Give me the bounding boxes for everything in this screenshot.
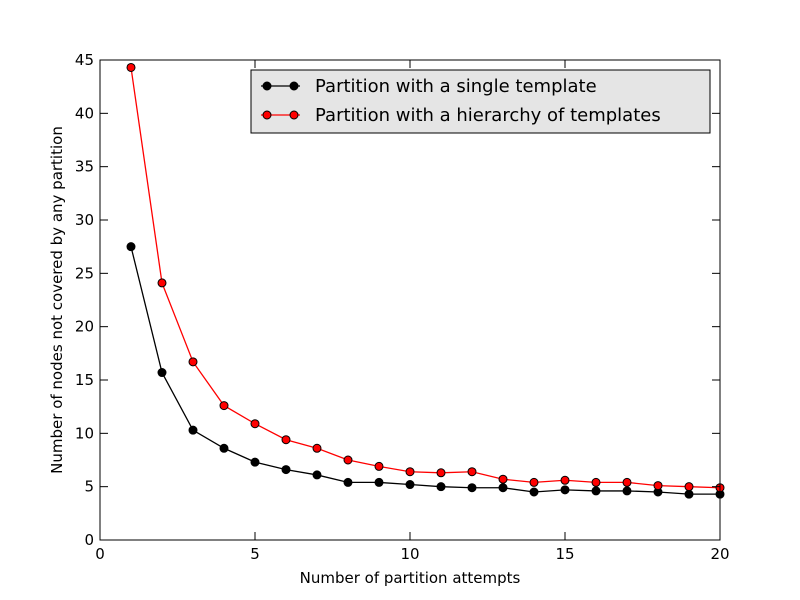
data-point bbox=[343, 455, 353, 465]
legend-label-1: Partition with a single template bbox=[315, 76, 597, 97]
y-tick-label: 15 bbox=[75, 371, 94, 389]
data-point bbox=[467, 483, 477, 493]
x-tick-label: 15 bbox=[555, 545, 574, 563]
y-tick-label: 30 bbox=[75, 211, 94, 229]
data-point bbox=[281, 435, 291, 445]
data-point bbox=[622, 477, 632, 487]
series-layer bbox=[130, 67, 720, 495]
data-point bbox=[436, 468, 446, 478]
legend-marker bbox=[262, 110, 272, 120]
data-point bbox=[126, 62, 136, 72]
x-tick-label: 20 bbox=[710, 545, 729, 563]
data-point bbox=[250, 457, 260, 467]
data-point bbox=[157, 368, 167, 378]
data-point bbox=[529, 487, 539, 497]
data-point bbox=[157, 278, 167, 288]
legend-marker bbox=[262, 81, 272, 91]
data-point bbox=[467, 467, 477, 477]
data-point bbox=[219, 443, 229, 453]
data-point bbox=[498, 483, 508, 493]
y-tick-label: 0 bbox=[84, 531, 94, 549]
data-point bbox=[498, 474, 508, 484]
data-point bbox=[436, 482, 446, 492]
data-point bbox=[529, 477, 539, 487]
data-point bbox=[281, 465, 291, 475]
data-point bbox=[684, 482, 694, 492]
y-tick-label: 35 bbox=[75, 158, 94, 176]
data-point bbox=[219, 401, 229, 411]
data-point bbox=[188, 357, 198, 367]
plot-area bbox=[100, 60, 720, 540]
x-tick-label: 5 bbox=[250, 545, 260, 563]
legend-label-2: Partition with a hierarchy of templates bbox=[315, 105, 661, 126]
y-axis-ticks: 0 5 10 15 20 25 30 35 40 45 bbox=[75, 51, 720, 549]
x-tick-label: 10 bbox=[400, 545, 419, 563]
y-tick-label: 5 bbox=[84, 478, 94, 496]
data-point bbox=[591, 486, 601, 496]
y-tick-label: 20 bbox=[75, 318, 94, 336]
data-point bbox=[591, 477, 601, 487]
data-point bbox=[374, 477, 384, 487]
data-point bbox=[343, 477, 353, 487]
y-tick-label: 25 bbox=[75, 264, 94, 282]
legend: Partition with a single template Partitio… bbox=[250, 69, 711, 134]
data-point bbox=[312, 443, 322, 453]
marker-layer bbox=[126, 62, 725, 499]
data-point bbox=[250, 419, 260, 429]
legend-box bbox=[250, 69, 711, 134]
data-point bbox=[374, 461, 384, 471]
x-tick-label: 0 bbox=[95, 545, 105, 563]
y-tick-label: 40 bbox=[75, 104, 94, 122]
series-line-1 bbox=[130, 246, 720, 495]
data-point bbox=[560, 485, 570, 495]
data-point bbox=[405, 467, 415, 477]
y-tick-label: 45 bbox=[75, 51, 94, 69]
x-axis-label: Number of partition attempts bbox=[300, 569, 521, 587]
x-axis-ticks: 0 5 10 15 20 bbox=[95, 60, 730, 563]
data-point bbox=[312, 470, 322, 480]
legend-marker bbox=[289, 110, 299, 120]
data-point bbox=[126, 242, 136, 252]
data-point bbox=[622, 486, 632, 496]
series-line-2 bbox=[130, 67, 720, 489]
data-point bbox=[653, 481, 663, 491]
data-point bbox=[684, 489, 694, 499]
data-point bbox=[560, 475, 570, 485]
legend-marker bbox=[289, 81, 299, 91]
y-tick-label: 10 bbox=[75, 424, 94, 442]
data-point bbox=[405, 480, 415, 490]
data-point bbox=[188, 425, 198, 435]
y-axis-label: Number of nodes not covered by any parti… bbox=[48, 126, 66, 474]
